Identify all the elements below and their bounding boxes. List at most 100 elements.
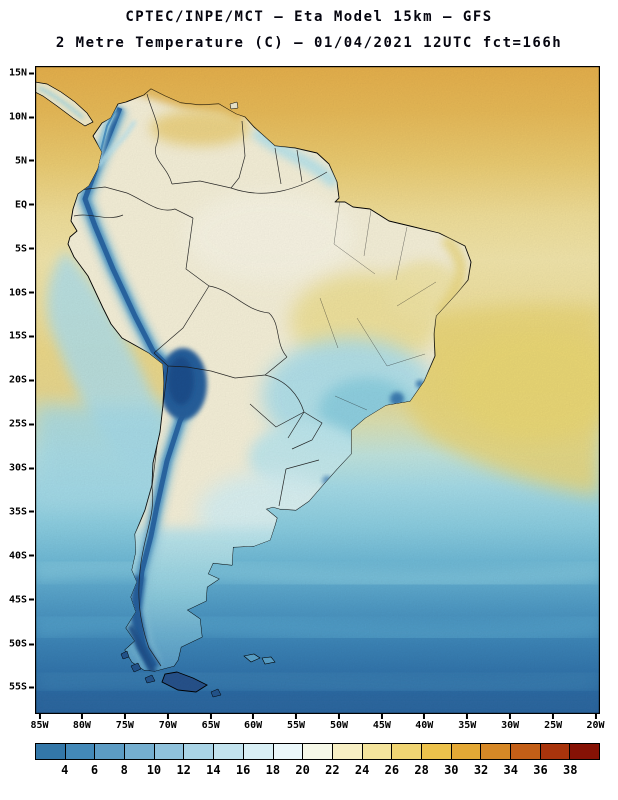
colorbar-value: 12 [176, 763, 191, 777]
lat-tick-label: 35S [8, 506, 27, 518]
lon-tick-mark [252, 714, 255, 719]
lon-tick-label: 65W [201, 720, 220, 731]
colorbar-value: 6 [90, 763, 99, 777]
lat-tick-mark [29, 203, 34, 206]
colorbar-cell [540, 744, 571, 759]
title-line-2: 2 Metre Temperature (C) — 01/04/2021 12U… [55, 35, 563, 51]
colorbar-cell [154, 744, 185, 759]
colorbar-cell [243, 744, 274, 759]
lon-tick-60W: 60W [244, 714, 262, 731]
lat-tick-mark [29, 510, 34, 513]
lat-tick-label: 50S [8, 638, 27, 650]
lon-tick-mark [123, 714, 126, 719]
lat-tick-mark [29, 159, 34, 162]
lat-tick-mark [29, 467, 34, 470]
lat-tick-50S: 50S [9, 639, 34, 650]
lon-tick-80W: 80W [73, 714, 91, 731]
lon-tick-label: 50W [329, 720, 348, 731]
colorbar-value: 18 [265, 763, 281, 777]
map-frame [35, 66, 600, 714]
colorbar-value: 22 [325, 763, 340, 777]
lon-tick-label: 75W [115, 720, 134, 731]
lat-tick-10S: 10S [9, 287, 34, 298]
lat-tick-label: EQ [14, 199, 27, 211]
lon-tick-label: 60W [244, 720, 263, 731]
lon-tick-mark [552, 714, 555, 719]
colorbar-value: 16 [235, 763, 251, 777]
lon-tick-label: 30W [501, 720, 520, 731]
lat-tick-label: 30S [8, 462, 27, 474]
lat-tick-mark [29, 291, 34, 294]
map-border [35, 66, 600, 714]
lat-tick-mark [29, 598, 34, 601]
lon-tick-20W: 20W [586, 714, 605, 731]
lat-tick-mark [29, 379, 34, 382]
lat-tick-label: 45S [8, 594, 27, 606]
colorbar-value: 24 [354, 763, 370, 777]
lat-tick-15N: 15N [9, 68, 34, 79]
lat-tick-5S: 5S [15, 243, 34, 254]
colorbar-cell [95, 744, 126, 759]
map-canvas [35, 66, 600, 714]
lat-tick-label: 5S [14, 243, 27, 255]
colorbar-cell [392, 744, 422, 759]
lat-tick-label: 5N [14, 155, 27, 167]
lon-axis: 85W 80W 75W 70W 65W 60W 55W 50W 45W 40W 35W 30W 25W 2… [30, 714, 605, 738]
lon-tick-label: 45W [372, 720, 391, 731]
lat-tick-35S: 35S [9, 506, 34, 517]
lat-tick-45S: 45S [9, 594, 34, 605]
colorbar-cell [303, 744, 333, 759]
lat-tick-10N: 10N [9, 112, 34, 123]
lon-tick-label: 70W [158, 720, 177, 731]
colorbar-cell [332, 744, 363, 759]
lon-tick-mark [509, 714, 512, 719]
colorbar-cell [362, 744, 393, 759]
lat-tick-mark [29, 72, 34, 75]
lat-tick-mark [29, 247, 34, 250]
lon-tick-label: 85W [30, 720, 49, 731]
colorbar-cell [421, 744, 452, 759]
lon-tick-40W: 40W [415, 714, 433, 731]
colorbar-value: 10 [146, 763, 162, 777]
colorbar-value: 36 [533, 763, 548, 777]
colorbar-cell [36, 744, 66, 759]
lat-tick-mark [29, 335, 34, 338]
colorbar-value: 34 [503, 763, 519, 777]
lon-tick-mark [209, 714, 212, 719]
colorbar-value: 4 [61, 763, 69, 777]
colorbar-value: 32 [473, 763, 489, 777]
colorbar-value: 38 [563, 763, 578, 777]
lat-tick-40S: 40S [9, 550, 34, 561]
lon-tick-mark [423, 714, 426, 719]
lon-tick-label: 25W [544, 720, 563, 731]
colorbar-cell [273, 744, 304, 759]
lon-tick-85W: 85W [30, 714, 49, 731]
lon-tick-label: 35W [458, 720, 477, 731]
lon-tick-45W: 45W [373, 714, 391, 731]
colorbar-cell [65, 744, 96, 759]
lon-tick-70W: 70W [159, 714, 177, 731]
lon-tick-mark [80, 714, 83, 719]
lat-tick-25S: 25S [9, 419, 34, 430]
lat-tick-30S: 30S [9, 463, 34, 474]
lat-tick-label: 25S [8, 418, 27, 430]
lat-tick-EQ: EQ [15, 199, 34, 210]
lon-tick-label: 40W [415, 720, 434, 731]
lat-tick-55S: 55S [9, 682, 34, 693]
lon-tick-75W: 75W [116, 714, 134, 731]
lon-tick-35W: 35W [458, 714, 476, 731]
title-line-1: CPTEC/INPE/MCT — Eta Model 15km — GFS [125, 9, 493, 25]
lon-tick-label: 20W [586, 720, 605, 731]
colorbar [35, 743, 600, 760]
lon-tick-mark [594, 714, 597, 719]
lat-tick-label: 15S [8, 330, 27, 342]
lon-tick-mark [166, 714, 169, 719]
lon-tick-50W: 50W [330, 714, 348, 731]
lon-tick-mark [295, 714, 298, 719]
lon-tick-55W: 55W [287, 714, 305, 731]
lat-tick-label: 10N [8, 111, 27, 123]
lat-tick-15S: 15S [9, 331, 34, 342]
colorbar-cell [481, 744, 511, 759]
lon-tick-25W: 25W [544, 714, 562, 731]
